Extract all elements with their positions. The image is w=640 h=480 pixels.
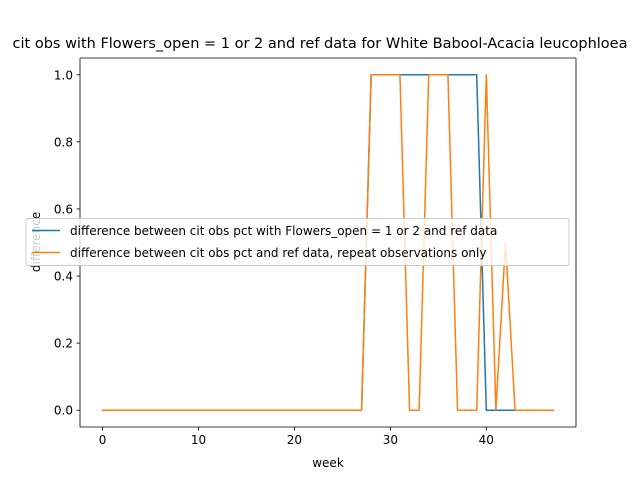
legend: difference between cit obs pct with Flow… bbox=[25, 218, 570, 266]
y-tick-label: 0.2 bbox=[54, 337, 73, 351]
legend-label-series-2: difference between cit obs pct and ref d… bbox=[70, 246, 486, 260]
y-tick-label: 0.4 bbox=[54, 270, 73, 284]
y-tick-label: 0.8 bbox=[54, 135, 73, 149]
x-tick-label: 20 bbox=[287, 433, 302, 447]
y-tick-label: 0.6 bbox=[54, 202, 73, 216]
series-layer bbox=[101, 74, 555, 411]
x-axis-label: week bbox=[312, 456, 344, 470]
x-tick-label: 10 bbox=[191, 433, 206, 447]
y-tick-label: 1.0 bbox=[54, 68, 73, 82]
x-tick-label: 30 bbox=[383, 433, 398, 447]
y-tick-label: 0.0 bbox=[54, 404, 73, 418]
ticks-layer: 0 10 20 30 40 0.0 0.2 0.4 0.6 0.8 1.0 bbox=[54, 68, 494, 447]
legend-frame bbox=[25, 218, 570, 266]
x-tick-label: 40 bbox=[479, 433, 494, 447]
x-tick-label: 0 bbox=[99, 433, 107, 447]
series-line-2 bbox=[101, 74, 555, 411]
legend-label-series-1: difference between cit obs pct with Flow… bbox=[70, 224, 497, 238]
series-points-2 bbox=[102, 74, 554, 411]
chart-title: cit obs with Flowers_open = 1 or 2 and r… bbox=[13, 36, 628, 52]
